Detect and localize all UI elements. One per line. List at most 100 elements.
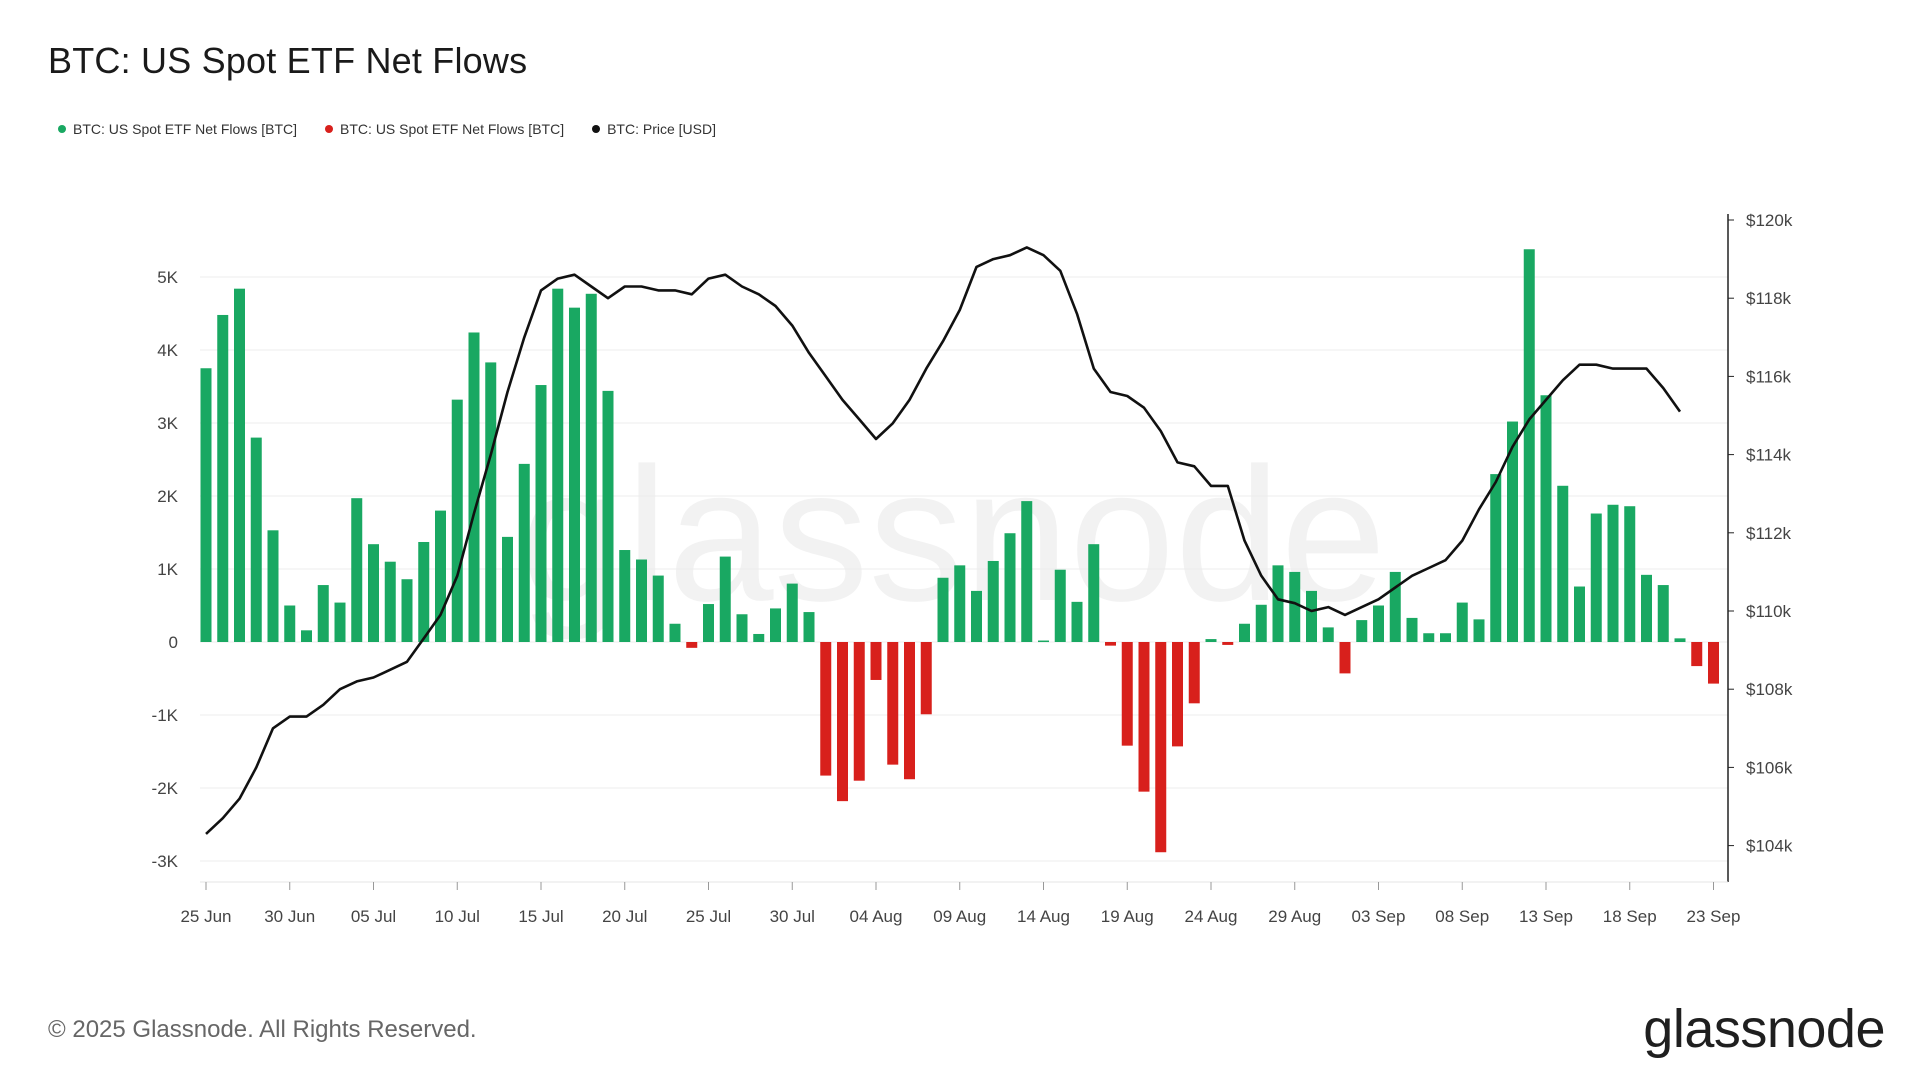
inflow-bar[interactable]	[987, 560, 999, 642]
inflow-bar[interactable]	[1255, 604, 1267, 642]
y-left-tick-label: 2K	[157, 487, 178, 506]
inflow-bar[interactable]	[971, 590, 982, 642]
inflow-bar[interactable]	[1523, 249, 1535, 642]
inflow-bar[interactable]	[552, 288, 564, 642]
inflow-bar[interactable]	[1004, 533, 1016, 642]
inflow-bar[interactable]	[1607, 504, 1619, 642]
inflow-bar[interactable]	[1054, 569, 1066, 642]
legend-dot-icon	[592, 125, 601, 133]
inflow-bar[interactable]	[1021, 501, 1033, 642]
inflow-bar[interactable]	[1540, 395, 1552, 642]
inflow-bar[interactable]	[937, 577, 949, 642]
inflow-bar[interactable]	[1205, 639, 1217, 642]
outflow-bar[interactable]	[1691, 642, 1703, 667]
outflow-bar[interactable]	[870, 642, 882, 680]
inflow-bar[interactable]	[954, 565, 966, 642]
outflow-bar[interactable]	[1188, 642, 1200, 704]
inflow-bar[interactable]	[1490, 474, 1502, 642]
inflow-bar[interactable]	[1038, 640, 1049, 643]
inflow-bar[interactable]	[267, 530, 279, 642]
inflow-bar[interactable]	[619, 550, 631, 642]
inflow-bar[interactable]	[803, 612, 815, 642]
x-tick-label: 23 Sep	[1687, 907, 1741, 926]
inflow-bar[interactable]	[317, 585, 329, 642]
outflow-bar[interactable]	[853, 642, 865, 781]
inflow-bar[interactable]	[435, 510, 446, 642]
inflow-bar[interactable]	[1071, 601, 1083, 642]
inflow-bar[interactable]	[585, 293, 597, 642]
inflow-bar[interactable]	[1356, 620, 1368, 642]
inflow-bar[interactable]	[502, 536, 513, 642]
inflow-bar[interactable]	[1289, 571, 1301, 642]
outflow-bar[interactable]	[1172, 642, 1183, 747]
inflow-bar[interactable]	[1657, 585, 1669, 642]
inflow-bar[interactable]	[1088, 544, 1100, 642]
inflow-bar[interactable]	[468, 332, 480, 642]
inflow-bar[interactable]	[518, 463, 530, 642]
inflow-bar[interactable]	[334, 602, 346, 642]
legend-item-inflows[interactable]: BTC: US Spot ETF Net Flows [BTC]	[58, 121, 297, 137]
inflow-bar[interactable]	[1272, 565, 1284, 642]
outflow-bar[interactable]	[1339, 642, 1351, 674]
inflow-bar[interactable]	[719, 556, 731, 642]
outflow-bar[interactable]	[1138, 642, 1150, 792]
inflow-bar[interactable]	[451, 399, 463, 642]
inflow-bar[interactable]	[1389, 571, 1401, 642]
inflow-bar[interactable]	[569, 307, 580, 642]
outflow-bar[interactable]	[1121, 642, 1133, 746]
inflow-bar[interactable]	[1557, 485, 1569, 642]
outflow-bar[interactable]	[686, 642, 698, 648]
inflow-bar[interactable]	[1440, 633, 1451, 642]
inflow-bar[interactable]	[1306, 590, 1317, 642]
inflow-bar[interactable]	[301, 630, 312, 642]
inflow-bar[interactable]	[736, 614, 748, 642]
outflow-bar[interactable]	[1155, 642, 1167, 853]
inflow-bar[interactable]	[535, 385, 547, 642]
inflow-bar[interactable]	[384, 561, 396, 642]
outflow-bar[interactable]	[1222, 642, 1234, 645]
inflow-bar[interactable]	[351, 498, 363, 642]
inflow-bar[interactable]	[1641, 574, 1652, 642]
outflow-bar[interactable]	[887, 642, 899, 765]
inflow-bar[interactable]	[669, 623, 681, 642]
inflow-bar[interactable]	[1373, 605, 1384, 643]
outflow-bar[interactable]	[920, 642, 932, 715]
inflow-bar[interactable]	[703, 604, 714, 642]
inflow-bar[interactable]	[485, 362, 497, 642]
inflow-bar[interactable]	[1239, 623, 1250, 642]
inflow-bar[interactable]	[1423, 633, 1435, 642]
inflow-bar[interactable]	[418, 541, 430, 642]
legend-item-outflows[interactable]: BTC: US Spot ETF Net Flows [BTC]	[325, 121, 564, 137]
inflow-bar[interactable]	[368, 544, 379, 642]
inflow-bar[interactable]	[786, 583, 798, 642]
inflow-bar[interactable]	[234, 288, 245, 642]
y-left-tick-label: 0	[169, 633, 178, 652]
inflow-bar[interactable]	[250, 437, 262, 642]
outflow-bar[interactable]	[904, 642, 915, 780]
inflow-bar[interactable]	[1507, 421, 1518, 642]
inflow-bar[interactable]	[200, 368, 212, 642]
inflow-bar[interactable]	[1473, 619, 1485, 642]
inflow-bar[interactable]	[1624, 506, 1636, 642]
inflow-bar[interactable]	[1456, 602, 1468, 642]
inflow-bar[interactable]	[217, 314, 229, 642]
inflow-bar[interactable]	[636, 559, 647, 642]
outflow-bar[interactable]	[1708, 642, 1719, 684]
inflow-bar[interactable]	[1322, 627, 1334, 642]
inflow-bar[interactable]	[401, 579, 413, 642]
outflow-bar[interactable]	[820, 642, 832, 776]
price-line[interactable]	[205, 246, 1682, 835]
inflow-bar[interactable]	[770, 608, 781, 642]
inflow-bar[interactable]	[1406, 617, 1418, 642]
outflow-bar[interactable]	[837, 642, 848, 802]
inflow-bar[interactable]	[284, 605, 296, 643]
inflow-bar[interactable]	[1590, 513, 1602, 642]
inflow-bar[interactable]	[753, 633, 765, 642]
outflow-bar[interactable]	[1105, 642, 1116, 646]
legend-item-price[interactable]: BTC: Price [USD]	[592, 121, 716, 137]
inflow-bar[interactable]	[652, 575, 664, 642]
inflow-bar[interactable]	[1574, 586, 1585, 642]
inflow-bar[interactable]	[1674, 638, 1686, 642]
inflow-bar[interactable]	[602, 390, 614, 642]
